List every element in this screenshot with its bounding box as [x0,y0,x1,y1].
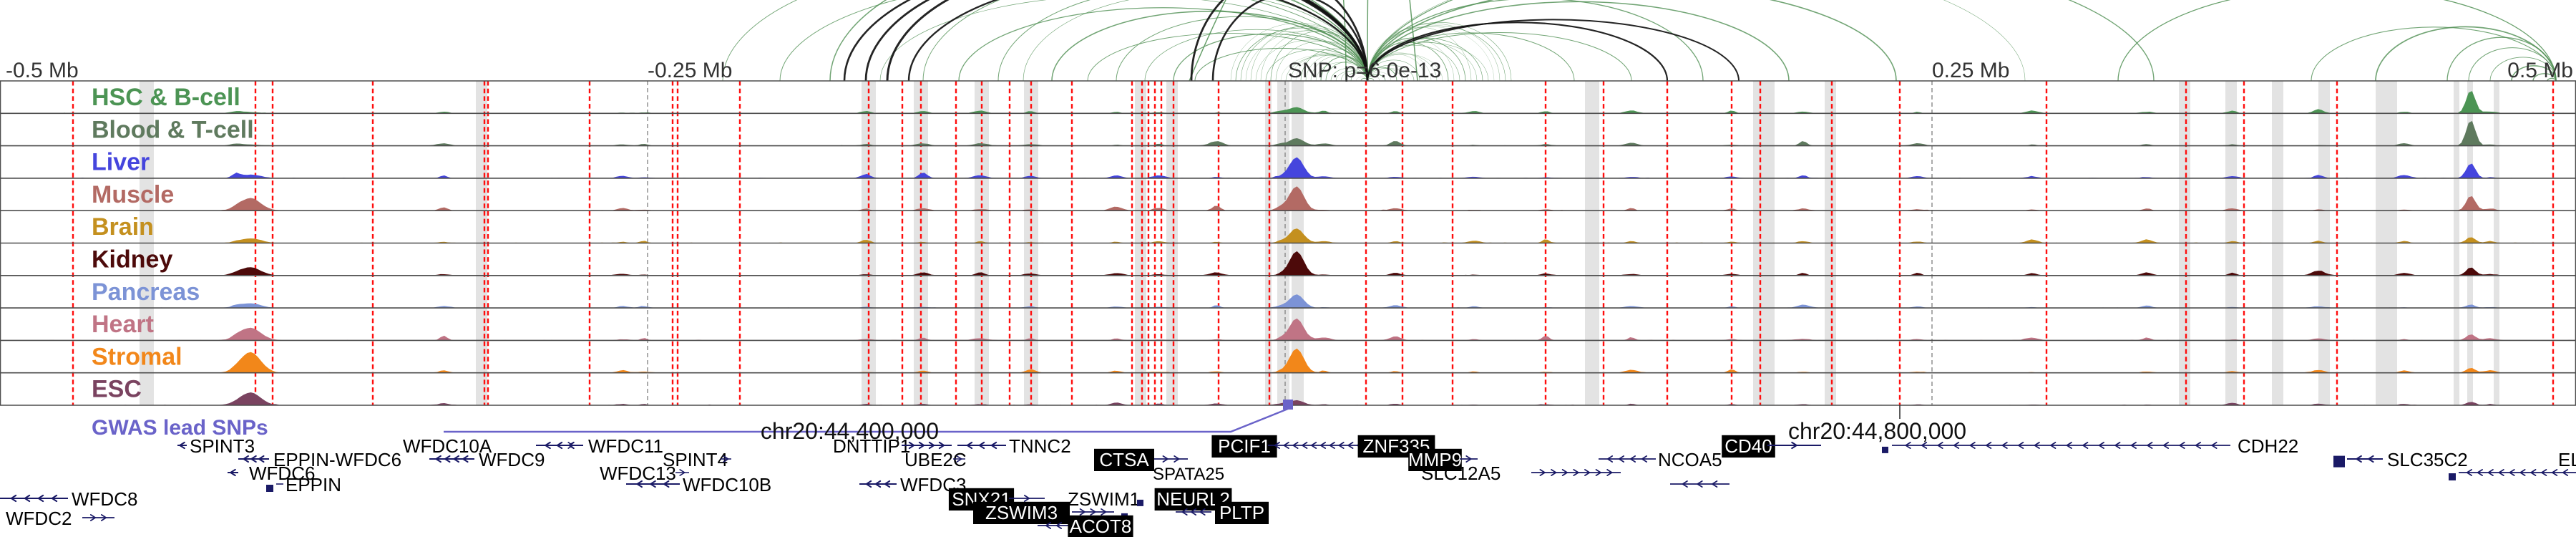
svg-text:ZSWIM3: ZSWIM3 [985,502,1058,523]
svg-text:SPATA25: SPATA25 [1153,465,1224,484]
svg-text:PLTP: PLTP [1219,502,1264,523]
svg-text:NCOA5: NCOA5 [1658,449,1722,470]
svg-text:Brain: Brain [92,213,154,241]
svg-text:GWAS lead SNPs: GWAS lead SNPs [92,416,268,440]
svg-text:SNP: p=6.0e-13: SNP: p=6.0e-13 [1288,59,1441,82]
svg-text:Muscle: Muscle [92,181,174,208]
svg-text:WFDC2: WFDC2 [6,508,72,529]
svg-text:WFDC9: WFDC9 [479,449,545,470]
svg-text:TNNC2: TNNC2 [1009,435,1071,457]
svg-text:EL: EL [2558,449,2576,470]
svg-text:-0.25 Mb: -0.25 Mb [648,59,732,82]
svg-text:WFDC8: WFDC8 [72,488,137,510]
svg-text:-0.5 Mb: -0.5 Mb [6,59,79,82]
svg-text:EPPIN: EPPIN [286,474,341,495]
svg-text:WFDC10B: WFDC10B [683,474,771,495]
svg-text:Stromal: Stromal [92,343,182,370]
svg-text:SLC35C2: SLC35C2 [2387,449,2468,470]
svg-text:PCIF1: PCIF1 [1218,435,1271,457]
svg-text:ESC: ESC [92,376,142,403]
svg-text:chr20:44,400,000: chr20:44,400,000 [761,418,939,444]
svg-text:Heart: Heart [92,311,154,338]
svg-text:WFDC11: WFDC11 [588,435,663,457]
svg-text:WFDC13: WFDC13 [600,463,676,484]
svg-text:CTSA: CTSA [1099,449,1149,470]
svg-text:chr20:44,800,000: chr20:44,800,000 [1788,418,1966,444]
svg-text:0.25 Mb: 0.25 Mb [1932,59,2009,82]
svg-text:CD40: CD40 [1724,435,1772,457]
svg-text:HSC & B-cell: HSC & B-cell [92,84,240,111]
svg-text:Blood & T-cell: Blood & T-cell [92,116,254,143]
svg-text:SLC12A5: SLC12A5 [1421,463,1501,484]
svg-text:0.5 Mb: 0.5 Mb [2507,59,2573,82]
svg-text:ACOT8: ACOT8 [1070,516,1132,537]
svg-text:UBE2C: UBE2C [904,449,967,470]
svg-text:Liver: Liver [92,149,150,176]
svg-text:ZSWIM1: ZSWIM1 [1068,488,1140,510]
svg-text:Kidney: Kidney [92,246,172,274]
svg-text:CDH22: CDH22 [2238,435,2298,457]
svg-text:Pancreas: Pancreas [92,279,200,306]
